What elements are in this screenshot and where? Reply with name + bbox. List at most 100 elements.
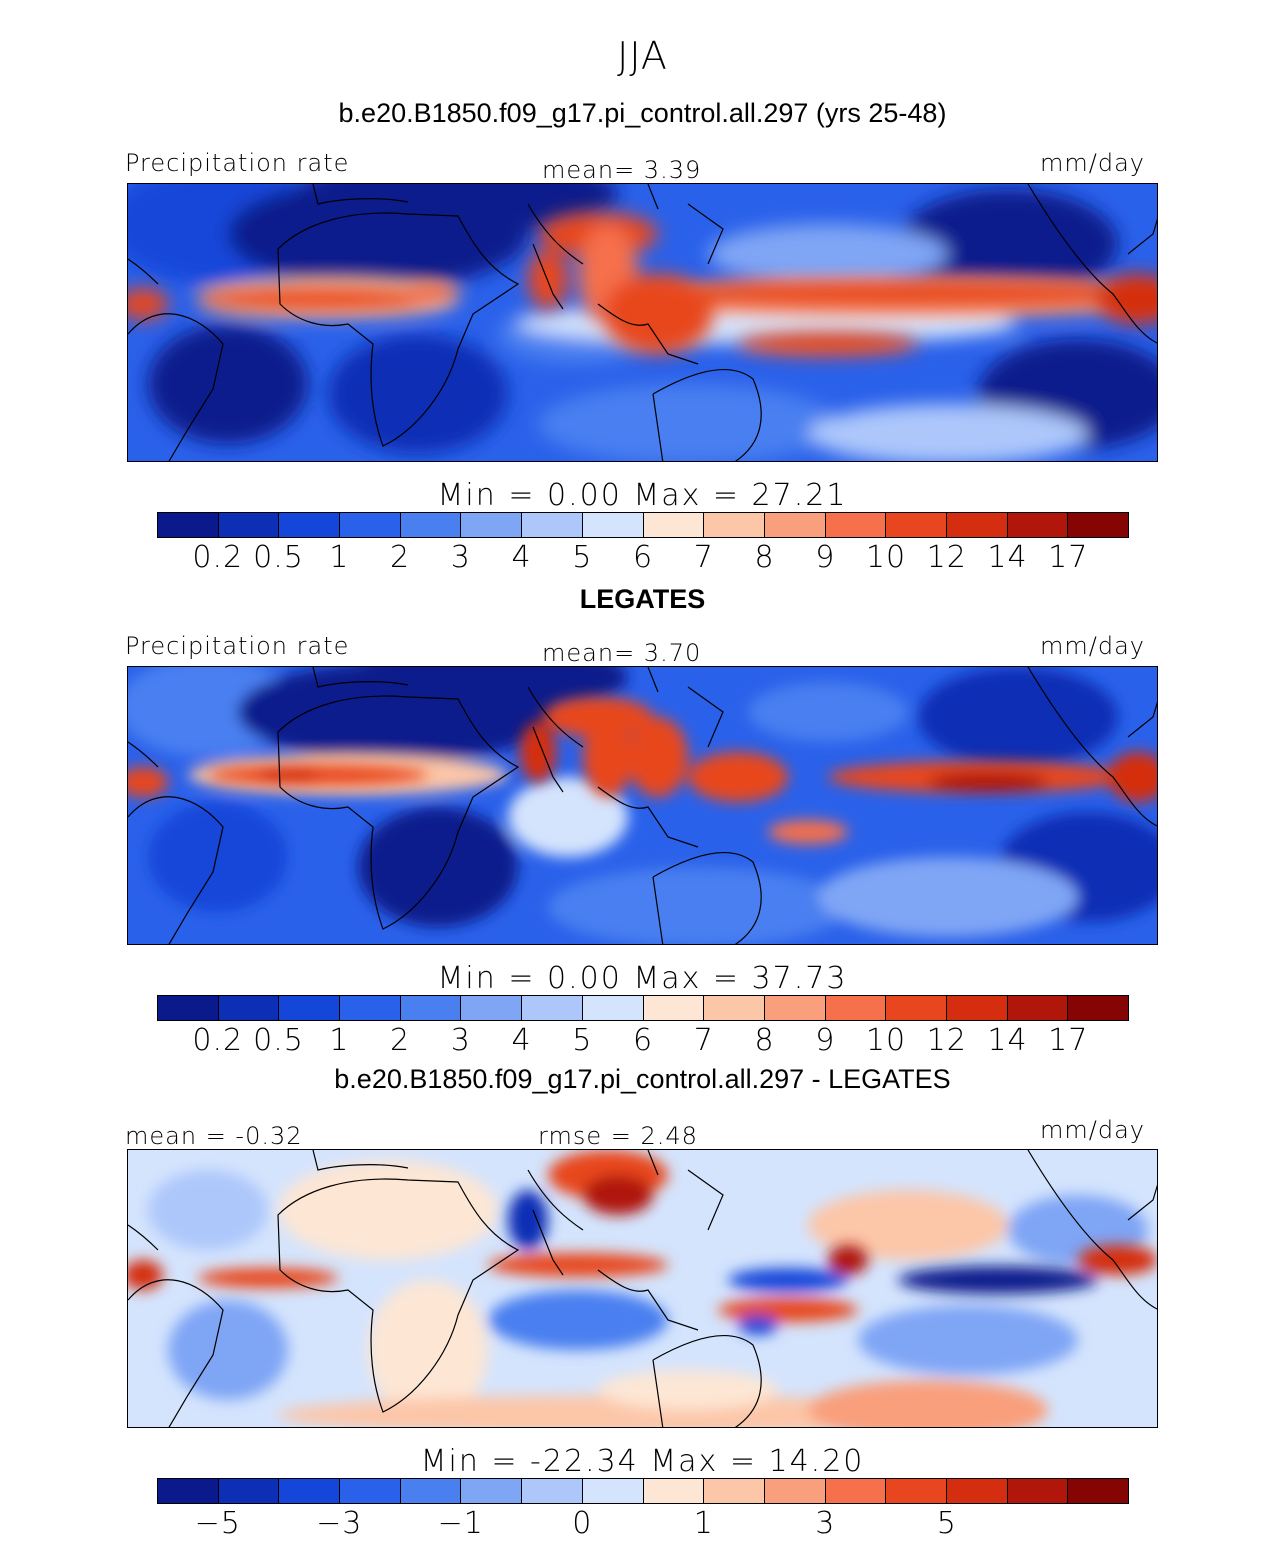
colorbar-swatch (825, 513, 887, 537)
colorbar-swatch (1007, 996, 1069, 1020)
colorbar-swatch (764, 996, 826, 1020)
colorbar-tick-label: 7 (693, 540, 714, 575)
colorbar-tick-label: 12 (926, 1023, 967, 1058)
panel-model-colorbar (157, 512, 1129, 538)
colorbar-tick-label: 4 (511, 1023, 532, 1058)
colorbar-swatch (1068, 996, 1128, 1020)
colorbar-swatch (400, 996, 462, 1020)
colorbar-swatch (582, 996, 644, 1020)
colorbar-swatch (643, 1479, 705, 1503)
colorbar-tick-label: 1 (329, 1023, 350, 1058)
colorbar-tick-label: 1 (693, 1506, 714, 1541)
panel-model-coastlines (128, 184, 1157, 461)
colorbar-swatch (340, 996, 401, 1020)
panel-obs-left-label: Precipitation rate (125, 632, 350, 660)
colorbar-swatch (218, 513, 280, 537)
panel-diff-rmse-label: rmse = 2.48 (538, 1122, 698, 1150)
colorbar-tick-label: 3 (450, 1023, 471, 1058)
colorbar-swatch (340, 1479, 401, 1503)
colorbar-tick-label: 5 (572, 1023, 593, 1058)
colorbar-tick-label: 5 (936, 1506, 957, 1541)
colorbar-swatch (461, 1479, 523, 1503)
colorbar-tick-label: 17 (1048, 1023, 1089, 1058)
colorbar-tick-label: 12 (926, 540, 967, 575)
colorbar-tick-label: 0.5 (253, 540, 304, 575)
colorbar-swatch (764, 1479, 826, 1503)
colorbar-tick-label: 6 (632, 540, 654, 575)
panel-obs-units-label: mm/day (1040, 632, 1145, 660)
colorbar-tick-label: 6 (632, 1023, 654, 1058)
colorbar-swatch (522, 996, 583, 1020)
colorbar-swatch (158, 1479, 219, 1503)
colorbar-swatch (340, 513, 401, 537)
panel-model-mean-label: mean= 3.39 (542, 156, 702, 184)
colorbar-tick-label: 7 (693, 1023, 714, 1058)
colorbar-tick-label: 4 (511, 540, 532, 575)
colorbar-tick-label: −5 (194, 1506, 241, 1541)
panel-obs-header: LEGATES (579, 584, 706, 614)
colorbar-swatch (946, 513, 1008, 537)
colorbar-swatch (704, 1479, 765, 1503)
figure-title: JJA (617, 34, 668, 78)
panel-obs-map (127, 666, 1158, 945)
colorbar-swatch (825, 1479, 887, 1503)
panel-model-left-label: Precipitation rate (125, 149, 350, 177)
panel-diff-colorbar (157, 1478, 1129, 1504)
colorbar-swatch (886, 513, 947, 537)
panel-diff-units-label: mm/day (1040, 1116, 1145, 1144)
colorbar-tick-label: −3 (316, 1506, 363, 1541)
panel-model-units-label: mm/day (1040, 149, 1145, 177)
panel-model-minmax: Min = 0.00 Max = 27.21 (437, 478, 848, 513)
colorbar-swatch (522, 513, 583, 537)
colorbar-swatch (218, 1479, 280, 1503)
panel-model-map (127, 183, 1158, 462)
panel-model-map-svg (128, 184, 1157, 461)
colorbar-tick-label: 17 (1048, 540, 1089, 575)
colorbar-swatch (461, 996, 523, 1020)
colorbar-tick-label: 8 (754, 540, 775, 575)
panel-diff-map-svg (128, 1150, 1157, 1427)
colorbar-tick-label: 1 (329, 540, 350, 575)
colorbar-swatch (946, 1479, 1008, 1503)
colorbar-tick-label: 0 (572, 1506, 593, 1541)
colorbar-tick-label: 14 (987, 540, 1028, 575)
panel-diff-header: b.e20.B1850.f09_g17.pi_control.all.297 -… (334, 1064, 951, 1094)
colorbar-swatch (279, 996, 341, 1020)
colorbar-tick-label: 9 (815, 540, 836, 575)
colorbar-swatch (704, 513, 765, 537)
colorbar-tick-label: 14 (987, 1023, 1028, 1058)
panel-obs-coastlines (128, 667, 1157, 944)
colorbar-tick-label: 2 (389, 540, 411, 575)
colorbar-tick-label: 8 (754, 1023, 775, 1058)
case-title: b.e20.B1850.f09_g17.pi_control.all.297 (… (338, 98, 947, 128)
colorbar-tick-label: 0.2 (192, 1023, 244, 1058)
panel-obs-colorbar (157, 995, 1129, 1021)
panel-diff-mean-label: mean = -0.32 (125, 1122, 303, 1150)
colorbar-swatch (704, 996, 765, 1020)
colorbar-tick-label: 10 (865, 1023, 907, 1058)
panel-diff-coastlines (128, 1150, 1157, 1427)
colorbar-tick-label: 9 (815, 1023, 836, 1058)
colorbar-swatch (1068, 513, 1128, 537)
colorbar-tick-label: 2 (389, 1023, 411, 1058)
colorbar-tick-label: 3 (815, 1506, 836, 1541)
colorbar-swatch (886, 1479, 947, 1503)
colorbar-swatch (582, 1479, 644, 1503)
colorbar-tick-label: 5 (572, 540, 593, 575)
colorbar-swatch (825, 996, 887, 1020)
colorbar-swatch (279, 513, 341, 537)
colorbar-tick-label: 10 (865, 540, 907, 575)
colorbar-swatch (946, 996, 1008, 1020)
panel-diff-map (127, 1149, 1158, 1428)
panel-obs-mean-label: mean= 3.70 (542, 639, 702, 667)
colorbar-swatch (400, 1479, 462, 1503)
colorbar-swatch (461, 513, 523, 537)
colorbar-swatch (279, 1479, 341, 1503)
colorbar-swatch (1068, 1479, 1128, 1503)
colorbar-swatch (764, 513, 826, 537)
colorbar-swatch (643, 513, 705, 537)
colorbar-swatch (400, 513, 462, 537)
colorbar-swatch (218, 996, 280, 1020)
colorbar-swatch (158, 996, 219, 1020)
colorbar-tick-label: 0.5 (253, 1023, 304, 1058)
